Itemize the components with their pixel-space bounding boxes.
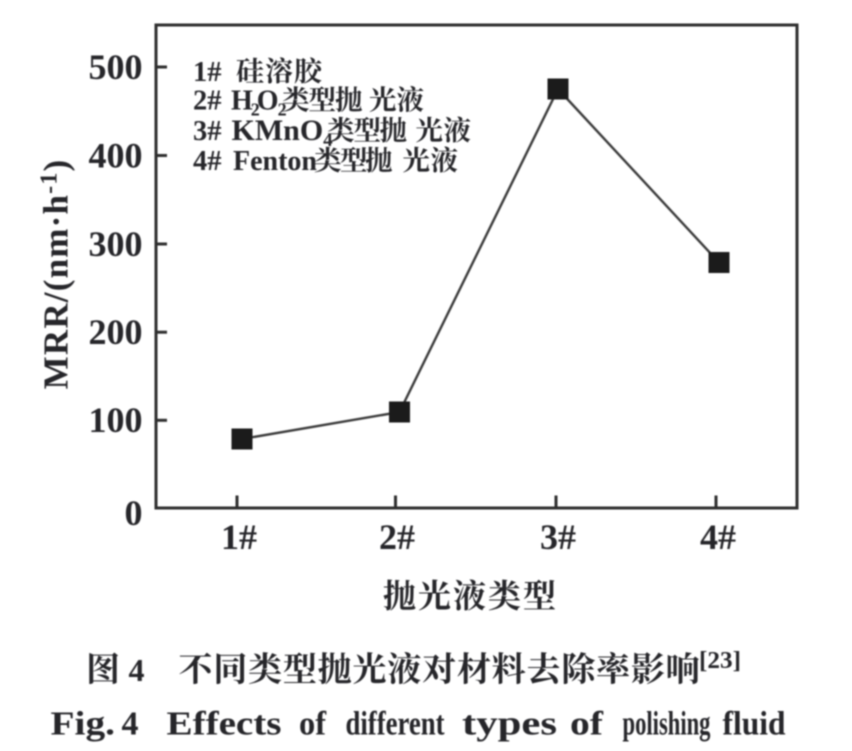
svg-text:2#: 2# [379,517,415,557]
svg-text:of: of [570,706,604,743]
svg-text:Fenton: Fenton [233,146,317,177]
svg-text:Effects: Effects [167,706,282,743]
svg-text:[23]: [23] [699,648,741,674]
svg-text:0: 0 [125,493,143,533]
svg-text:of: of [299,706,327,743]
svg-text:2#: 2# [193,86,222,117]
svg-text:Fig.: Fig. [51,706,116,743]
svg-text:400: 400 [89,135,143,175]
svg-text:fluid: fluid [723,706,786,743]
svg-text:1#: 1# [221,517,257,557]
svg-text:types: types [462,706,557,743]
svg-text:4#: 4# [193,146,222,177]
svg-text:4#: 4# [700,517,736,557]
svg-text:100: 100 [89,400,143,440]
svg-text:polishing: polishing [623,706,711,743]
svg-text:KMnO4: KMnO4 [232,114,334,151]
svg-text:H2O2: H2O2 [231,86,287,120]
svg-text:different: different [346,706,446,743]
svg-text:200: 200 [89,312,143,352]
svg-text:4: 4 [129,652,145,688]
svg-text:3#: 3# [540,517,576,557]
svg-text:300: 300 [89,224,143,264]
svg-text:3#: 3# [193,116,222,147]
svg-text:500: 500 [89,47,143,87]
svg-text:4: 4 [122,706,139,743]
svg-text:MRR/(nm·h-1): MRR/(nm·h-1) [37,159,76,390]
svg-text:1#: 1# [193,57,222,88]
